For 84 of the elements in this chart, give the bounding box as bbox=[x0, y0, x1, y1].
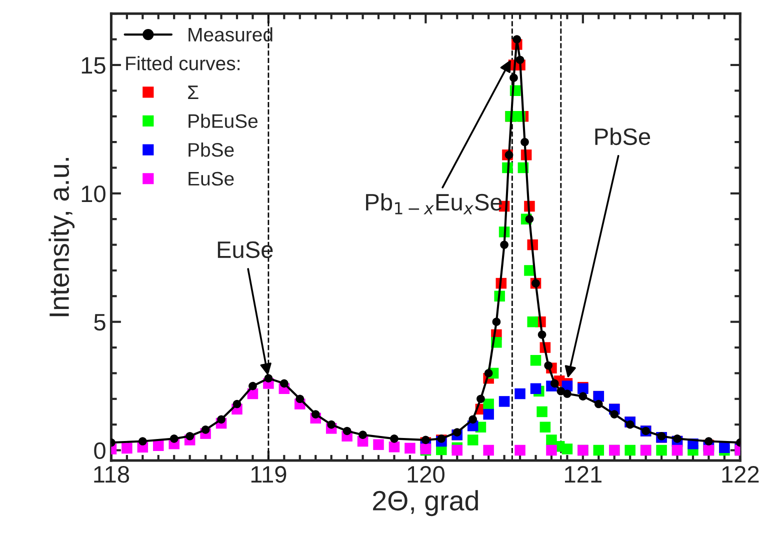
point bbox=[311, 410, 320, 418]
point bbox=[327, 420, 336, 429]
point bbox=[593, 444, 604, 456]
x-tick-label: 122 bbox=[722, 466, 759, 482]
point bbox=[512, 35, 522, 44]
point bbox=[704, 437, 713, 446]
point bbox=[467, 434, 478, 446]
annotation: PbSe bbox=[595, 128, 650, 146]
point bbox=[483, 444, 494, 456]
point bbox=[514, 444, 526, 456]
point bbox=[422, 436, 430, 444]
point bbox=[476, 394, 485, 404]
x-axis-title: 2Θ, grad bbox=[373, 490, 478, 516]
point bbox=[492, 318, 501, 326]
point bbox=[264, 374, 273, 383]
point bbox=[153, 440, 164, 452]
point bbox=[170, 434, 178, 443]
x-tick-label: 121 bbox=[565, 466, 602, 482]
point bbox=[719, 442, 730, 454]
point bbox=[520, 138, 529, 146]
point bbox=[373, 439, 384, 450]
point bbox=[437, 434, 446, 443]
point bbox=[594, 400, 603, 408]
point bbox=[483, 408, 494, 420]
point bbox=[656, 444, 667, 456]
point bbox=[544, 361, 552, 370]
point bbox=[483, 398, 494, 410]
point bbox=[342, 426, 352, 436]
legend-label: Σ bbox=[188, 86, 198, 99]
annotation: Fitted curves: bbox=[126, 56, 240, 70]
point bbox=[468, 415, 478, 424]
legend-label: Measured bbox=[188, 27, 272, 42]
point bbox=[624, 444, 636, 456]
x-tick-label: 118 bbox=[94, 466, 130, 483]
point bbox=[657, 432, 666, 440]
y-axis-title: Intensity, a.u. bbox=[48, 158, 75, 316]
point bbox=[510, 74, 518, 82]
point bbox=[546, 444, 557, 456]
y-tick-label: 5 bbox=[94, 314, 106, 331]
point bbox=[673, 434, 682, 443]
point bbox=[390, 434, 398, 443]
y-tick-label: 10 bbox=[82, 185, 106, 202]
y-tick-label: 15 bbox=[82, 57, 106, 74]
point bbox=[358, 430, 367, 440]
point bbox=[504, 150, 514, 160]
point bbox=[484, 369, 493, 378]
point bbox=[610, 410, 619, 418]
point bbox=[516, 56, 524, 64]
point bbox=[626, 420, 634, 429]
point bbox=[498, 396, 510, 407]
point bbox=[562, 444, 573, 454]
point bbox=[578, 392, 588, 400]
point bbox=[452, 444, 463, 456]
legend-label: PbEuSe bbox=[188, 114, 258, 128]
legend-label: PbSe bbox=[188, 142, 234, 157]
point bbox=[296, 394, 304, 404]
point bbox=[540, 422, 551, 433]
point bbox=[563, 390, 572, 398]
point bbox=[530, 354, 542, 366]
point bbox=[232, 400, 242, 408]
point bbox=[138, 437, 147, 446]
point bbox=[538, 330, 546, 339]
annotation: Pb$_{1−x}$Eu$_{x}$Se bbox=[366, 193, 502, 214]
point bbox=[550, 379, 559, 388]
point bbox=[186, 432, 194, 440]
point bbox=[122, 442, 132, 454]
point bbox=[530, 383, 542, 394]
x-tick-label: 120 bbox=[408, 466, 444, 483]
point bbox=[527, 316, 538, 328]
point bbox=[536, 406, 548, 418]
legend-label: EuSe bbox=[188, 172, 234, 186]
point bbox=[280, 379, 288, 388]
point bbox=[201, 426, 210, 434]
x-tick-label: 119 bbox=[251, 466, 286, 483]
point bbox=[404, 442, 416, 454]
point bbox=[452, 428, 462, 436]
point bbox=[248, 382, 257, 390]
point bbox=[217, 415, 226, 424]
point bbox=[514, 388, 526, 400]
point bbox=[388, 442, 400, 452]
point bbox=[500, 240, 508, 249]
y-tick-label: 0 bbox=[94, 442, 106, 460]
annotation: EuSe bbox=[218, 241, 273, 258]
point bbox=[525, 214, 534, 224]
